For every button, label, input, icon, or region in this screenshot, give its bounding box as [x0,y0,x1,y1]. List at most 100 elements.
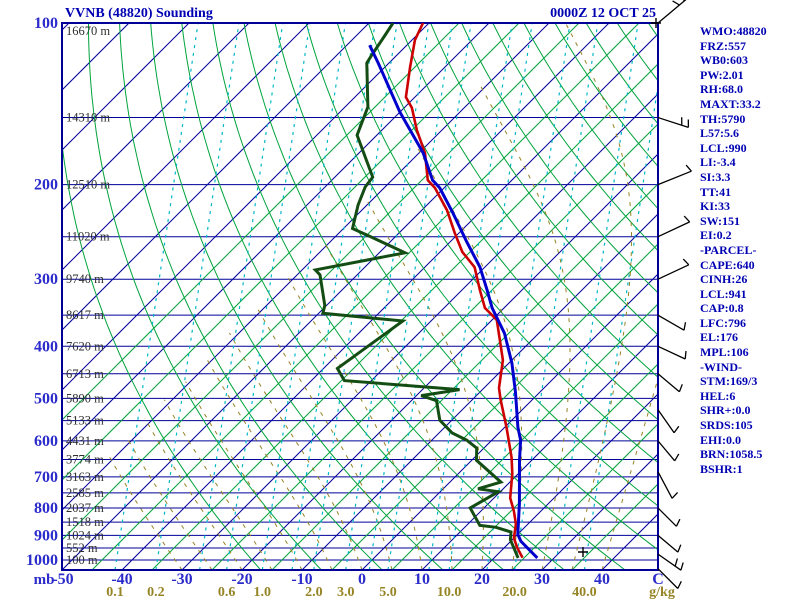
pressure-axis-label: 200 [34,177,58,194]
mixing-ratio-label: 1.0 [254,585,272,600]
mixing-ratio-label: 0.6 [218,585,236,600]
height-label: 6713 m [66,367,104,381]
surface-marker [578,547,588,557]
isotherm-major-line [181,93,658,570]
moist-adiabat-line [257,308,393,570]
dry-adiabat-line [119,23,383,570]
mixing-ratio-line [387,23,472,570]
height-label: 8617 m [66,308,104,322]
mixing-ratio-label: 20.0 [502,585,527,600]
mixing-ratio-unit: g/kg [649,585,675,600]
stat-line: TH:5790 [700,111,746,126]
stats-panel: WMO:48820 FRZ:557 WB0:603 PW:2.01 RH:68.0 MAX… [700,24,767,476]
dry-adiabat-line [367,23,658,421]
stat-line: CAP:0.8 [700,301,744,316]
pressure-axis-label: 300 [34,271,58,288]
moist-adiabat-line [366,199,484,570]
isotherm-major-line [541,453,658,570]
isotherm-major-line [62,23,250,211]
pressure-axis-label: 700 [34,469,58,486]
stat-line: EI:0.2 [700,228,732,243]
stat-line: WB0:603 [700,53,748,68]
isotherm-major-line [481,393,658,570]
pressure-axis-label: 900 [34,527,58,544]
moist-adiabat-line [185,381,303,570]
wind-barb [657,215,691,238]
plot-frame [61,22,659,571]
stat-line: SI:3.3 [700,169,731,184]
stat-line: LI:-3.4 [700,155,736,170]
isotherm-minor-line [511,423,658,570]
pressure-axis-label: 800 [34,500,58,517]
stat-line: SRDS:105 [700,418,753,433]
stat-line: MAXT:33.2 [700,96,761,111]
height-label: 11020 m [66,230,110,244]
temp-axis-label: -20 [231,571,252,588]
isotherm-major-line [421,333,658,570]
isotherm-minor-line [271,183,658,570]
dry-adiabat-line [181,23,505,570]
chart-title: VVNB (48820) Sounding [65,6,213,21]
stat-line: RH:68.0 [700,82,743,97]
stat-line: CAPE:640 [700,257,755,272]
isotherm-minor-line [331,243,658,570]
height-label: 552 m [66,541,98,555]
mixing-ratio-label: 40.0 [572,585,597,600]
stat-line: CINH:26 [700,272,748,287]
dry-adiabat-line [305,23,658,507]
temp-axis-label: 30 [534,571,550,588]
parcel-trace [368,44,539,559]
moist-adiabat-line [125,436,213,570]
stat-line: BSHR:1 [700,461,743,476]
mixing-ratio-line [583,81,658,570]
stat-line: BRN:1058.5 [700,447,763,462]
wind-barb [657,568,682,589]
wind-barb [657,471,679,499]
temp-axis-label: -30 [171,571,192,588]
isotherm-major-line [62,23,190,151]
stat-line: FRZ:557 [700,38,746,53]
dry-adiabat-line [461,23,658,294]
dry-adiabat-line [212,23,565,570]
stat-line: HEL:6 [700,388,736,403]
pressure-axis-label: 100 [34,15,58,32]
stat-line: SHR+:0.0 [700,403,751,418]
isotherm-minor-line [151,63,658,570]
height-label: 7620 m [66,339,104,353]
height-label: 5890 m [66,391,104,405]
wind-barb [657,258,690,280]
moist-adiabat-line [144,417,243,570]
isotherm-minor-line [91,23,640,570]
isotherm-major-line [62,23,70,31]
dry-adiabat-line [274,23,658,551]
moist-adiabat-line [163,399,273,570]
wind-barb [657,116,690,129]
temp-axis-label: 20 [474,571,490,588]
height-label: 3774 m [66,453,104,467]
stat-line: LCL:941 [700,286,747,301]
isotherm-major-line [62,23,550,511]
isotherm-minor-line [451,363,658,570]
dry-adiabat-line [243,23,626,570]
wind-barb [657,534,682,553]
mixing-ratio-label: 3.0 [337,585,355,600]
dewpoint-trace [312,23,520,559]
wind-barb [657,0,687,24]
isotherm-minor-line [391,303,658,570]
temp-axis-label: 40 [594,571,610,588]
stat-line: L57:5.6 [700,126,739,141]
isotherm-minor-line [211,123,658,570]
wind-barb [657,345,687,360]
wind-barb [657,164,692,186]
isotherm-major-line [62,23,610,570]
stat-line: TT:41 [700,184,732,199]
stat-line: LFC:796 [700,315,746,330]
height-label: 4431 m [66,434,104,448]
sounding-datetime: 0000Z 12 OCT 25 [550,6,656,21]
dry-adiabat-line [150,23,444,570]
height-label: 1024 m [66,528,104,542]
isotherm-major-line [62,23,370,331]
isotherm-major-line [62,23,310,271]
dry-adiabat-line [523,23,658,210]
